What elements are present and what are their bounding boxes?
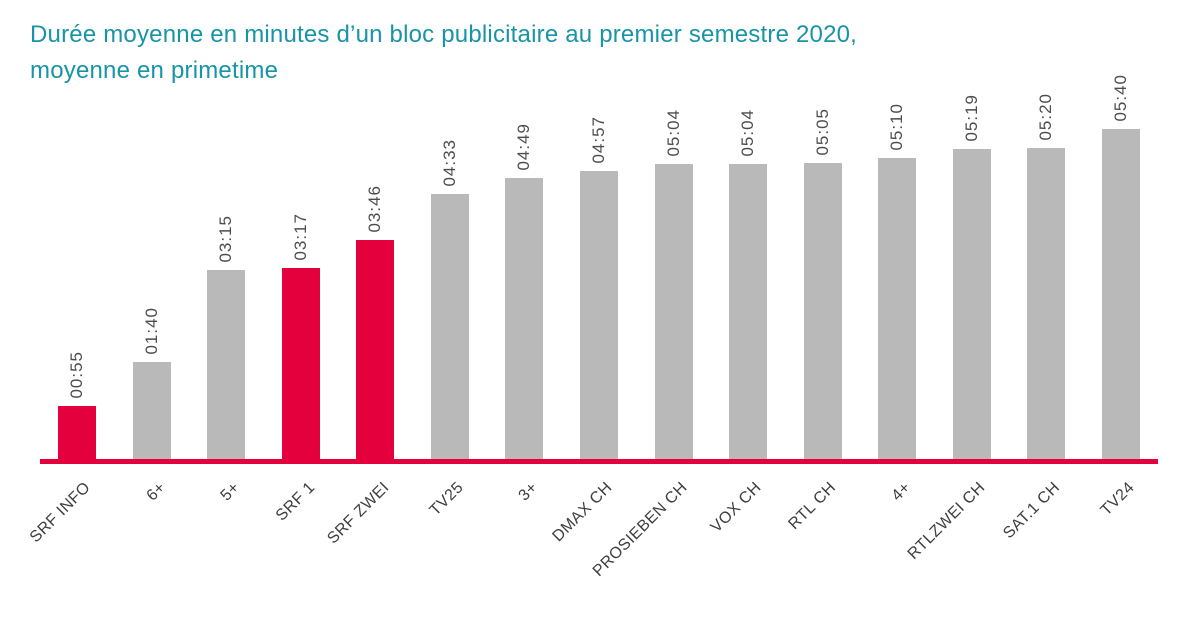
category-slot: SRF INFO bbox=[27, 464, 115, 604]
bar bbox=[878, 158, 917, 459]
bar-value-label: 03:46 bbox=[365, 185, 385, 233]
category-slot: RTLZWEI CH bbox=[905, 464, 1009, 604]
bar-slot: 03:46 bbox=[338, 185, 413, 459]
bar-value-label: 00:55 bbox=[67, 351, 87, 399]
bars-row: 00:55 01:40 03:15 03:17 03:46 04:33 04:49 04:57… bbox=[40, 0, 1158, 459]
bar bbox=[729, 164, 768, 459]
bar-value-label: 04:57 bbox=[588, 116, 608, 164]
bar-slot: 04:33 bbox=[413, 139, 488, 459]
bar-value-label: 05:04 bbox=[738, 109, 758, 157]
category-label: 6+ bbox=[143, 479, 169, 505]
bar-value-label: 05:10 bbox=[887, 103, 907, 151]
category-slot: TV25 bbox=[413, 464, 488, 604]
bar-slot: 01:40 bbox=[115, 307, 190, 459]
bar-slot: 05:05 bbox=[785, 108, 860, 459]
category-slot: RTL CH bbox=[785, 464, 860, 604]
bar bbox=[1027, 148, 1066, 459]
category-label: VOX CH bbox=[707, 479, 766, 537]
bar bbox=[579, 171, 618, 459]
category-label: SRF 1 bbox=[272, 479, 318, 525]
category-label: 4+ bbox=[888, 479, 915, 505]
category-label: 5+ bbox=[217, 479, 244, 505]
bar-slot: 00:55 bbox=[40, 351, 115, 459]
bar-slot: 03:15 bbox=[189, 215, 264, 459]
bar-slot: 03:17 bbox=[264, 213, 339, 459]
bar bbox=[654, 164, 693, 459]
bar-value-label: 05:19 bbox=[961, 94, 981, 142]
bar bbox=[281, 268, 320, 459]
page-title: Durée moyenne en minutes d’un bloc publi… bbox=[30, 17, 857, 89]
bar-slot: 05:10 bbox=[860, 103, 935, 459]
category-labels-row: SRF INFO 6+ 5+ SRF 1 SRF ZWEI TV25 3+ DMAX CH PR… bbox=[27, 464, 1158, 604]
bar-slot: 05:40 bbox=[1083, 74, 1158, 459]
page-title-line-1: Durée moyenne en minutes d’un bloc publi… bbox=[30, 21, 858, 48]
x-axis-baseline bbox=[40, 459, 1158, 464]
bar-value-label: 05:04 bbox=[663, 109, 683, 157]
bar-slot: 05:19 bbox=[934, 94, 1009, 459]
category-slot: TV24 bbox=[1083, 464, 1158, 604]
bar bbox=[952, 149, 991, 459]
bar-value-label: 03:15 bbox=[216, 215, 236, 263]
category-slot: 5+ bbox=[189, 464, 264, 604]
category-slot: 6+ bbox=[115, 464, 190, 604]
category-label: TV24 bbox=[1097, 479, 1138, 520]
bar bbox=[356, 240, 395, 459]
category-label: 3+ bbox=[515, 479, 542, 505]
bar-slot: 04:57 bbox=[562, 116, 637, 459]
bar bbox=[803, 163, 842, 459]
bar-value-label: 03:17 bbox=[290, 213, 310, 261]
category-label: RTL CH bbox=[785, 479, 840, 533]
category-slot: SRF ZWEI bbox=[324, 464, 413, 604]
bar bbox=[58, 406, 97, 459]
bar bbox=[430, 194, 469, 459]
bar bbox=[505, 178, 544, 459]
bar-slot: 05:20 bbox=[1009, 93, 1084, 459]
bar-value-label: 05:05 bbox=[812, 108, 832, 156]
category-slot: VOX CH bbox=[707, 464, 786, 604]
category-label: SAT.1 CH bbox=[1000, 479, 1064, 543]
bar-value-label: 05:20 bbox=[1036, 93, 1056, 141]
bar-slot: 05:04 bbox=[636, 109, 711, 459]
category-slot: PROSIEBEN CH bbox=[590, 464, 711, 604]
bar-slot: 04:49 bbox=[487, 123, 562, 459]
bar-slot: 05:04 bbox=[711, 109, 786, 459]
bar bbox=[207, 270, 246, 459]
bar bbox=[132, 362, 171, 459]
bar-value-label: 04:49 bbox=[514, 123, 534, 171]
category-slot: SAT.1 CH bbox=[1000, 464, 1084, 604]
page-title-line-2: moyenne en primetime bbox=[30, 57, 279, 84]
bar-value-label: 04:33 bbox=[439, 139, 459, 187]
bar bbox=[1101, 129, 1140, 459]
category-label: TV25 bbox=[426, 479, 467, 520]
bar-value-label: 01:40 bbox=[141, 307, 161, 355]
category-label: SRF INFO bbox=[27, 479, 95, 547]
bar-value-label: 05:40 bbox=[1110, 74, 1130, 122]
